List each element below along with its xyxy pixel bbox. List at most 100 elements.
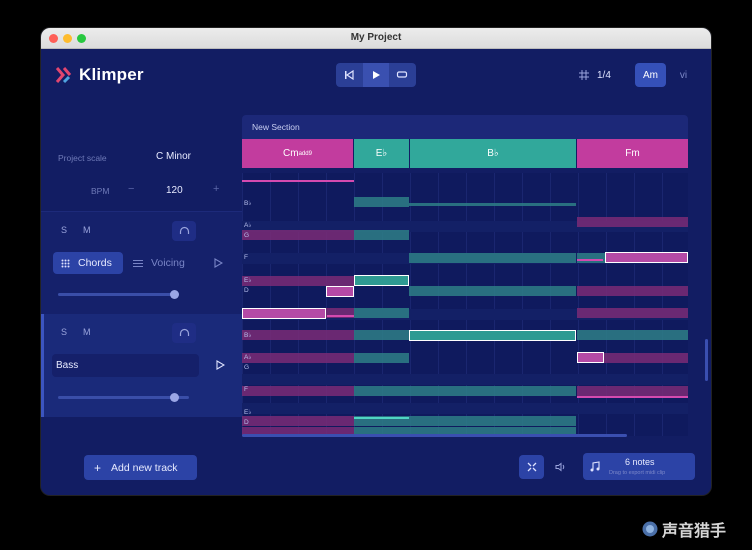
bass-volume-slider[interactable] — [58, 396, 189, 399]
skip-back-button[interactable] — [336, 63, 363, 87]
skip-back-icon — [345, 70, 354, 80]
zoom-window-button[interactable] — [77, 34, 86, 43]
export-midi-box[interactable]: 6 notes Drag to export midi clip — [583, 453, 695, 480]
bpm-increase-button[interactable]: + — [213, 183, 220, 195]
fit-view-button[interactable] — [519, 455, 544, 479]
key-chord-name-button[interactable]: Am — [635, 63, 666, 87]
note-bar[interactable] — [354, 353, 409, 363]
bpm-value[interactable]: 120 — [166, 185, 183, 196]
play-button[interactable] — [362, 63, 390, 87]
scale-label: Project scale — [58, 153, 107, 163]
note-bar[interactable] — [354, 197, 409, 207]
quantize-control[interactable]: 1/4 — [571, 63, 627, 87]
chord-block-3[interactable]: Fm — [577, 139, 688, 168]
horizontal-scrollbar[interactable] — [242, 434, 627, 437]
note-bar[interactable] — [577, 217, 688, 227]
note-bar[interactable] — [242, 276, 354, 286]
note-bar[interactable] — [242, 427, 354, 436]
selected-note[interactable] — [605, 252, 688, 263]
selected-note[interactable] — [354, 275, 409, 286]
chord-block-0[interactable]: Cm add9 — [242, 139, 353, 168]
selected-note[interactable] — [409, 330, 576, 341]
title-bar: My Project — [41, 28, 711, 49]
pitch-label: G — [244, 232, 250, 239]
grid-dots-icon — [61, 259, 70, 267]
bpm-label: BPM — [91, 186, 110, 196]
mute-button[interactable]: M — [83, 327, 91, 337]
note-bar[interactable] — [354, 230, 409, 240]
solo-button[interactable]: S — [61, 225, 68, 235]
selected-note[interactable] — [242, 308, 326, 319]
grid-line — [550, 173, 551, 436]
app-window: My Project Klimper — [41, 28, 711, 495]
chord-block-2[interactable]: B♭ — [410, 139, 576, 168]
grid-line — [354, 173, 355, 436]
tab-voicing[interactable]: Voicing — [131, 252, 201, 274]
key-roman-numeral-button[interactable]: vi — [679, 69, 688, 81]
note-bar[interactable] — [577, 286, 688, 296]
tab-voicing-label: Voicing — [151, 257, 185, 269]
section-header[interactable]: New Section — [242, 115, 688, 139]
loop-icon — [397, 71, 408, 78]
loop-button[interactable] — [389, 63, 416, 87]
preview-play-icon[interactable] — [216, 360, 225, 370]
grid-line — [522, 173, 523, 436]
selected-note[interactable] — [326, 286, 354, 297]
expand-icon — [527, 462, 536, 472]
note-bar[interactable] — [577, 386, 688, 396]
grid-line — [410, 173, 411, 436]
note-bar[interactable] — [242, 330, 354, 340]
pitch-label: A♭ — [244, 354, 252, 361]
note-bar[interactable] — [577, 330, 688, 340]
grid-icon — [579, 70, 589, 80]
chords-volume-slider[interactable] — [58, 293, 176, 296]
accent-line — [354, 417, 409, 419]
note-bar[interactable] — [354, 416, 409, 426]
tab-chords[interactable]: Chords — [53, 252, 123, 274]
minimize-window-button[interactable] — [63, 34, 72, 43]
headphones-button[interactable] — [172, 323, 196, 343]
pitch-label: F — [244, 254, 248, 261]
note-bar[interactable] — [409, 416, 576, 426]
brand-logo: Klimper — [55, 65, 144, 85]
chord-name: E♭ — [375, 148, 388, 159]
piano-roll[interactable]: B♭ A♭ G F E♭ D B♭ A♭ G F E♭ D — [242, 173, 688, 436]
note-bar[interactable] — [242, 230, 354, 240]
chord-block-1[interactable]: E♭ — [354, 139, 409, 168]
note-bar[interactable] — [409, 253, 576, 263]
headphones-button[interactable] — [172, 221, 196, 241]
quantize-value: 1/4 — [597, 69, 611, 81]
row-band — [242, 403, 688, 414]
notes-count: 6 notes — [625, 457, 655, 467]
note-bar[interactable] — [354, 386, 409, 396]
note-bar[interactable] — [354, 330, 409, 340]
note-bar[interactable] — [242, 386, 354, 396]
play-icon — [372, 71, 380, 79]
note-bar[interactable] — [354, 308, 409, 318]
note-bar[interactable] — [242, 353, 354, 363]
note-bar[interactable] — [409, 386, 576, 396]
bass-volume-knob[interactable] — [170, 393, 179, 402]
preview-play-icon[interactable] — [214, 258, 223, 268]
mute-button[interactable]: M — [83, 225, 91, 235]
note-bar[interactable] — [577, 308, 688, 318]
add-track-button[interactable]: + Add new track — [84, 455, 197, 480]
solo-button[interactable]: S — [61, 327, 68, 337]
vertical-scrollbar[interactable] — [705, 339, 708, 381]
volume-button[interactable] — [548, 455, 573, 479]
note-bar[interactable] — [242, 416, 354, 426]
bpm-decrease-button[interactable]: − — [128, 183, 135, 195]
note-bar[interactable] — [409, 427, 576, 436]
chords-volume-knob[interactable] — [170, 290, 179, 299]
headphones-icon — [179, 226, 189, 234]
note-bar[interactable] — [354, 427, 409, 436]
note-bar[interactable] — [409, 286, 576, 296]
music-note-icon — [590, 461, 600, 472]
scale-select[interactable]: C Minor — [156, 151, 192, 162]
note-bar[interactable] — [409, 203, 576, 206]
selected-note[interactable] — [577, 352, 604, 363]
plus-icon: + — [94, 460, 102, 475]
close-window-button[interactable] — [49, 34, 58, 43]
note-bar[interactable] — [577, 353, 688, 363]
track-name-input[interactable]: Bass — [52, 354, 199, 377]
